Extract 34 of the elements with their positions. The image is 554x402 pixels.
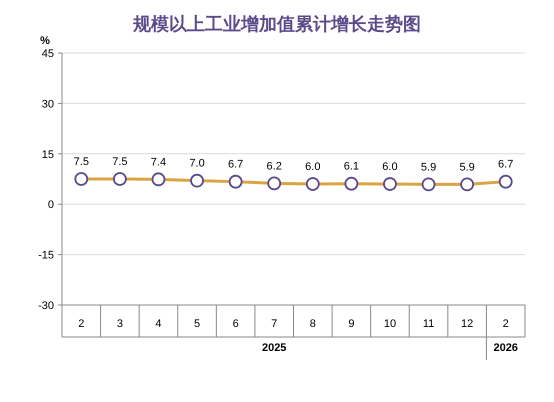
- x-tick-label: 2: [78, 318, 84, 330]
- text: 7.0: [189, 158, 205, 170]
- y-tick-label: 30: [42, 98, 54, 110]
- x-tick-label: 11: [422, 318, 434, 330]
- x-tick-label: 4: [155, 318, 162, 330]
- text: 2026: [493, 342, 518, 354]
- x-tick-label: 2: [502, 318, 509, 330]
- y-tick-label: -15: [38, 250, 54, 262]
- text: 6.2: [266, 160, 282, 172]
- text: 2025: [262, 342, 286, 354]
- x-tick-label: 3: [116, 318, 123, 330]
- text: 6.0: [382, 161, 398, 174]
- x-tick-label: 10: [384, 318, 396, 330]
- text: 7.5: [74, 156, 89, 168]
- text: 7.5: [112, 156, 128, 168]
- text: 6.0: [305, 161, 320, 174]
- x-tick-label: 9: [348, 318, 354, 330]
- y-tick-label: 45: [42, 48, 54, 60]
- y-tick-label: -30: [38, 300, 54, 312]
- x-tick-label: 8: [310, 318, 316, 330]
- x-tick-label: 12: [461, 318, 474, 330]
- text: 7.4: [150, 156, 166, 168]
- text: 6.7: [228, 158, 244, 171]
- x-tick-label: 6: [232, 318, 239, 330]
- text: 6.7: [498, 158, 514, 171]
- x-tick-label: 7: [271, 318, 278, 330]
- text: 5.9: [459, 161, 475, 174]
- y-tick-label: 15: [42, 148, 54, 161]
- chart-title: 规模以上工业增加值累计增长走势图: [132, 14, 421, 34]
- text: 6.1: [344, 160, 360, 173]
- y-tick-label: 0: [48, 199, 54, 212]
- x-tick-label: 5: [194, 318, 200, 330]
- text: 5.9: [420, 161, 436, 174]
- y-axis-title: %: [40, 35, 50, 47]
